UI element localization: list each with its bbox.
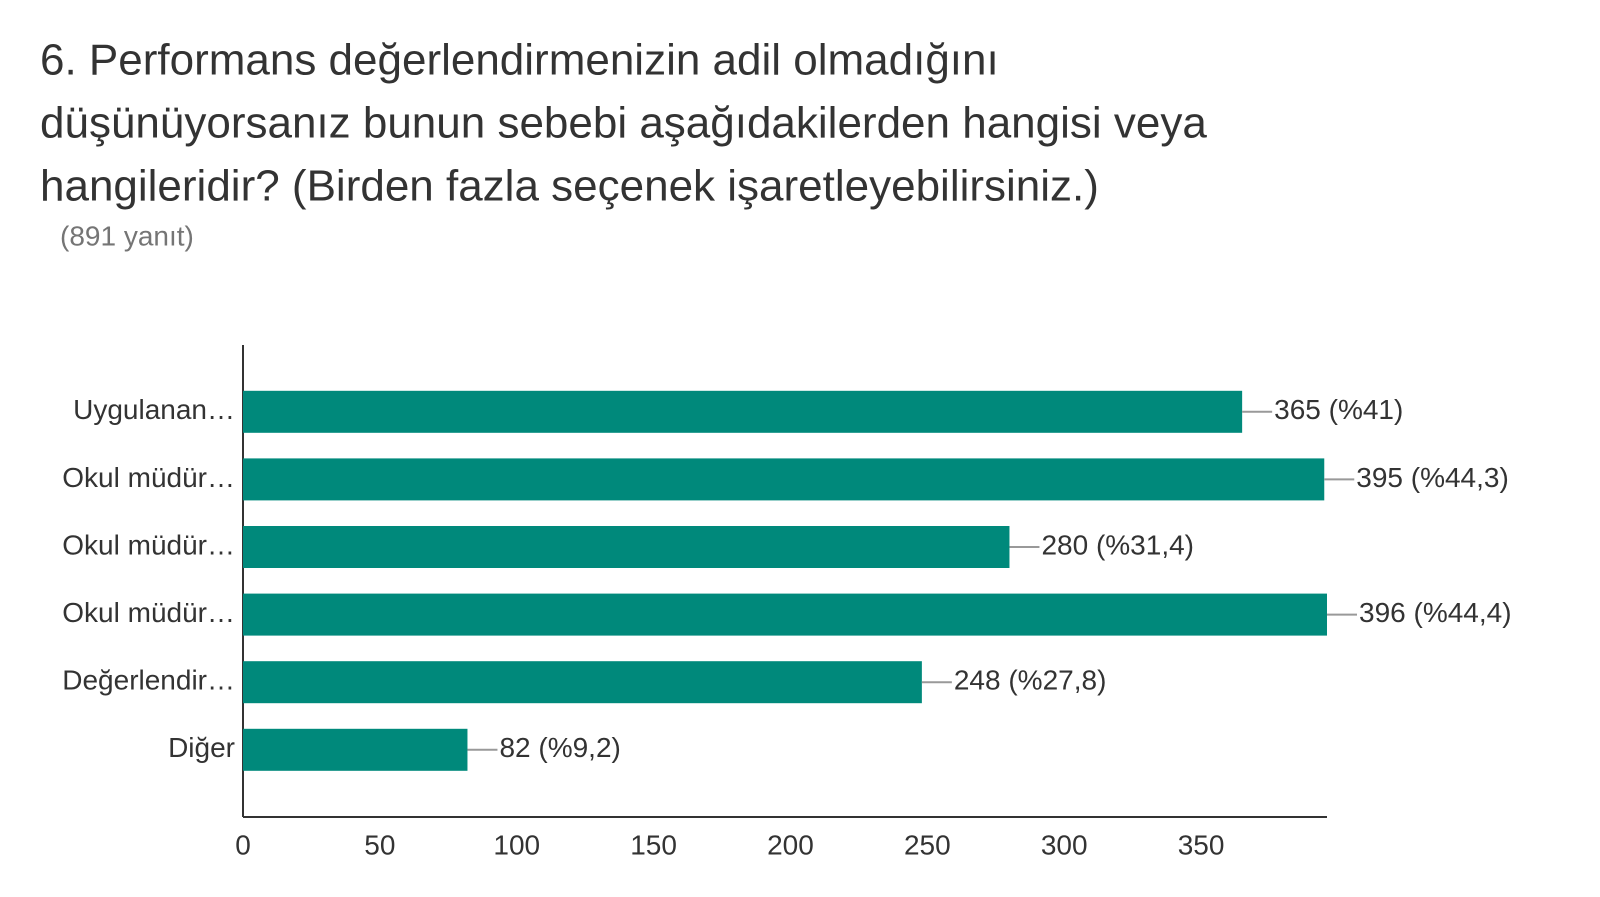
x-tick-label: 350 [1178,829,1225,860]
bar [243,458,1325,501]
value-label: 280 (%31,4) [1041,529,1194,560]
y-tick-label: Okul müdür… [62,597,235,628]
x-tick-label: 300 [1041,829,1088,860]
value-label: 396 (%44,4) [1359,597,1512,628]
x-tick-label: 200 [767,829,814,860]
x-tick-label: 100 [493,829,540,860]
chart-title-line: hangileridir? (Birden fazla seçenek işar… [40,162,1099,211]
x-tick-label: 0 [235,829,251,860]
bar [243,728,468,771]
bar [243,593,1327,636]
y-tick-label: Değerlendir… [62,665,235,696]
y-tick-label: Okul müdür… [62,462,235,493]
x-tick-label: 50 [364,829,395,860]
x-tick-label: 150 [630,829,677,860]
x-tick-label: 250 [904,829,951,860]
value-label: 365 (%41) [1274,394,1403,425]
value-label: 395 (%44,3) [1356,462,1509,493]
bar [243,390,1243,433]
chart-title-line: 6. Performans değerlendirmenizin adil ol… [40,36,999,85]
y-tick-label: Uygulanan… [73,394,235,425]
y-tick-label: Okul müdür… [62,529,235,560]
value-label: 82 (%9,2) [499,732,620,763]
y-tick-label: Diğer [168,732,235,763]
chart-title-line: düşünüyorsanız bunun sebebi aşağıdakiler… [40,99,1207,148]
value-label: 248 (%27,8) [954,665,1107,696]
chart-subtitle: (891 yanıt) [60,220,194,251]
bar [243,526,1010,568]
bar [243,661,922,704]
